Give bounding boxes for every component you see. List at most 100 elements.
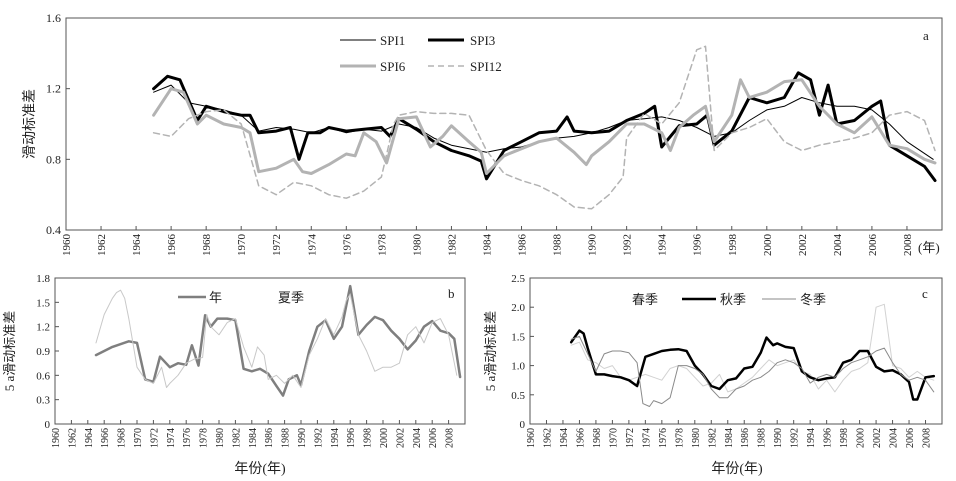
- panel-b-series: [94, 284, 462, 397]
- x-tick-label: 1986: [264, 428, 275, 448]
- x-tick-label: 1970: [236, 234, 248, 256]
- x-tick-label: 2004: [832, 234, 844, 257]
- y-tick-label: 0.4: [46, 223, 61, 237]
- panel-a-letter: a: [923, 28, 929, 43]
- x-tick-label: 2004: [412, 428, 423, 448]
- x-tick-label: 1982: [231, 428, 242, 448]
- x-tick-label: 1968: [117, 428, 128, 448]
- x-tick-label: 1964: [131, 234, 143, 257]
- x-tick-label: 1986: [517, 234, 529, 257]
- series-line-spi6: [152, 78, 937, 175]
- y-tick-label: 2.0: [511, 302, 525, 314]
- y-tick-label: 2.5: [511, 273, 525, 285]
- panel-a-legend: SPI1 SPI3 SPI6 SPI12: [340, 33, 502, 74]
- x-tick-label: 1990: [587, 234, 599, 257]
- y-tick-label: 1.5: [36, 297, 50, 309]
- x-tick-label: 2002: [872, 428, 883, 448]
- x-tick-label: 1986: [740, 428, 751, 448]
- panel-c-frame: [529, 277, 943, 425]
- x-tick-label: 1996: [346, 428, 357, 448]
- x-tick-label: 1996: [823, 428, 834, 448]
- x-tick-label: 1962: [67, 428, 78, 448]
- x-tick-label: 2000: [856, 428, 867, 448]
- y-tick-label: 1.2: [46, 82, 61, 96]
- x-tick-label: 1988: [552, 234, 564, 257]
- x-tick-label: 1974: [306, 234, 318, 257]
- panel-b-y-ticks: 0 0.3 0.6 0.9 1.2 1.5 1.8: [36, 273, 59, 431]
- panel-b-frame: [54, 277, 466, 425]
- x-tick-label: 1978: [674, 428, 685, 448]
- series-line-spi1: [153, 84, 934, 160]
- y-tick-label: 0.9: [36, 346, 50, 358]
- panel-c-x-label: 年份(年): [711, 461, 763, 477]
- x-tick-label: 1964: [84, 428, 95, 448]
- series-line-年: [94, 284, 462, 397]
- panel-c-series: [569, 303, 936, 407]
- legend-label-spi1: SPI1: [380, 33, 405, 48]
- x-tick-label: 2000: [379, 428, 390, 448]
- x-tick-label: 1982: [707, 428, 718, 448]
- x-tick-label: 1972: [149, 428, 160, 448]
- x-tick-label: 1980: [691, 428, 702, 448]
- series-line-spi3: [152, 71, 937, 182]
- panel-a-y-label: 滑动标准差: [21, 89, 38, 159]
- x-tick-label: 1966: [166, 234, 178, 257]
- y-tick-label: 1.5: [511, 331, 525, 343]
- y-tick-label: 1.8: [36, 273, 50, 285]
- x-tick-label: 1972: [625, 428, 636, 448]
- x-tick-label: 1992: [622, 234, 634, 256]
- x-tick-label: 2004: [889, 428, 900, 448]
- panel-b: b 5 a滑动标准差 年份(年) 0 0.3 0.6 0.9 1.2 1.5 1.8 196…: [2, 273, 466, 477]
- legend-label-summer: 夏季: [278, 290, 304, 305]
- x-tick-label: 2006: [428, 428, 439, 448]
- x-tick-label: 1996: [692, 234, 704, 257]
- x-tick-label: 1998: [363, 428, 374, 448]
- y-tick-label: 1.6: [46, 11, 61, 25]
- x-tick-label: 2008: [922, 428, 933, 448]
- series-line-春季: [570, 303, 935, 393]
- y-tick-label: 1.0: [511, 361, 525, 373]
- y-tick-label: 0.6: [36, 370, 50, 382]
- x-tick-label: 1978: [376, 234, 388, 257]
- x-tick-label: 1976: [182, 428, 193, 448]
- panel-b-x-ticks: 1960 1962 1964 1966 1968 1970 1972 1974 1976 1978…: [51, 420, 456, 448]
- panel-c: c 5 a滑动标准差 年份(年) 00.51.01.52.02.5 1960 19…: [483, 273, 943, 477]
- x-tick-label: 1994: [330, 428, 341, 448]
- panel-b-y-label: 5 a滑动标准差: [2, 311, 17, 392]
- x-tick-label: 1992: [313, 428, 324, 448]
- x-tick-label: 1998: [839, 428, 850, 448]
- x-tick-label: 2002: [797, 234, 809, 256]
- x-tick-label: 1982: [446, 234, 458, 256]
- x-tick-label: 1972: [271, 234, 283, 256]
- x-tick-label: 1994: [806, 428, 817, 448]
- x-tick-label: 1970: [133, 428, 144, 448]
- x-tick-label: 1976: [341, 234, 353, 257]
- series-line-冬季: [570, 335, 935, 407]
- x-tick-label: 1988: [757, 428, 768, 448]
- x-tick-label: 1964: [559, 428, 570, 448]
- panel-c-y-ticks: 0 0.5 1.0 1.5 2.0 2.5: [511, 273, 534, 431]
- x-tick-label: 1968: [201, 234, 213, 257]
- x-tick-label: 1962: [96, 234, 108, 256]
- y-tick-label: 0: [520, 419, 526, 431]
- panel-a-x-ticks: 1960 1962 1964 1966 1968 1970 1972 1974 1976 1978…: [61, 226, 914, 256]
- legend-label-winter: 冬季: [800, 292, 826, 307]
- x-tick-label: 1984: [481, 233, 493, 256]
- x-tick-label: 1966: [575, 428, 586, 448]
- x-tick-label: 1990: [773, 428, 784, 448]
- x-tick-label: 1974: [166, 428, 177, 448]
- x-tick-label: 1984: [724, 428, 735, 448]
- x-tick-label: 1980: [215, 428, 226, 448]
- panel-a-series: [152, 45, 937, 210]
- x-tick-label: 1998: [727, 234, 739, 257]
- x-tick-label: 1988: [281, 428, 292, 448]
- y-tick-label: 0.3: [36, 395, 50, 407]
- y-tick-label: 1.2: [36, 322, 50, 334]
- x-tick-label: 1990: [297, 428, 308, 448]
- panel-a-y-ticks: 0.4 0.8 1.2 1.6: [46, 11, 70, 237]
- x-tick-label: 1966: [100, 428, 111, 448]
- panel-a: a (年) 滑动标准差 0.40.81.21.6 1960 1962 1964 196…: [21, 11, 943, 256]
- x-tick-label: 2006: [867, 234, 879, 257]
- panel-c-y-label: 5 a滑动标准差: [483, 311, 498, 392]
